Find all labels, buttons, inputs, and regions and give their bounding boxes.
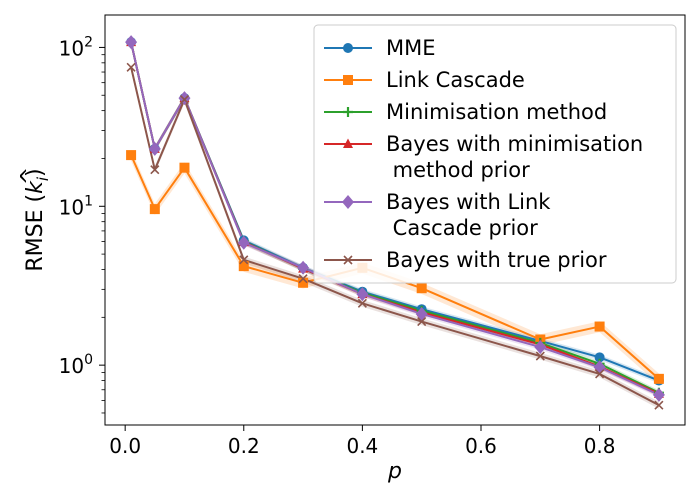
legend-entry-mme: MME xyxy=(324,36,436,60)
x-axis-label: p xyxy=(387,459,402,484)
legend-swatch-marker xyxy=(343,138,353,148)
point-bayes-with-link-cascade-prior xyxy=(297,260,310,275)
x-tick-label: 0.8 xyxy=(584,434,616,458)
y-tick-label: 100 xyxy=(59,352,93,378)
band-link-cascade xyxy=(131,149,659,385)
y-axis-ticks: 100 101 102 xyxy=(59,34,105,414)
point-bayes-with-true-prior xyxy=(150,165,160,175)
point-bayes-with-link-cascade-prior xyxy=(652,387,665,402)
y-tick-label: 102 xyxy=(59,34,93,60)
point-link-cascade xyxy=(149,204,160,215)
point-bayes-with-true-prior xyxy=(417,317,427,327)
point-bayes-with-true-prior xyxy=(595,369,605,379)
legend-entry-bayes-with-true-prior: Bayes with true prior xyxy=(324,248,607,272)
point-bayes-with-link-cascade-prior xyxy=(148,141,161,156)
point-link-cascade xyxy=(594,321,605,332)
point-bayes-with-link-cascade-prior xyxy=(534,340,547,355)
legend-label: Bayes with true prior xyxy=(386,248,607,272)
legend-swatch-marker xyxy=(343,75,353,85)
point-bayes-with-link-cascade-prior xyxy=(356,287,369,302)
legend-entry-bayes-with-link-cascade-prior: Bayes with Link Cascade prior xyxy=(324,190,551,240)
point-link-cascade xyxy=(126,150,137,161)
point-bayes-with-true-prior xyxy=(535,351,545,361)
y-tick-label: 101 xyxy=(59,193,93,219)
axes-frame xyxy=(104,14,686,426)
legend-label: Link Cascade xyxy=(386,68,525,92)
point-link-cascade xyxy=(298,277,309,288)
legend-swatch-marker xyxy=(342,195,354,209)
legend-label: method prior xyxy=(386,158,530,182)
y-axis-label-main: RMSE ( xyxy=(23,194,48,272)
legend-label: Bayes with minimisation xyxy=(386,132,643,156)
x-tick-label: 0.0 xyxy=(109,434,141,458)
legend-label: Minimisation method xyxy=(386,100,607,124)
legend-swatch-marker xyxy=(343,255,353,265)
point-bayes-with-link-cascade-prior xyxy=(125,35,138,50)
y-axis-label-sub: i xyxy=(34,176,52,181)
x-axis-ticks: 0.0 0.2 0.4 0.6 0.8 xyxy=(109,425,616,458)
point-bayes-with-true-prior xyxy=(298,274,308,284)
point-bayes-with-true-prior xyxy=(654,400,664,410)
y-axis-label: RMSE (ki) xyxy=(23,168,52,271)
legend-box xyxy=(313,24,677,284)
y-axis-label-hat: ^ xyxy=(17,167,42,185)
legend-entry-bayes-with-minimisation-method-prior: Bayes with minimisation method prior xyxy=(324,132,643,182)
point-bayes-with-true-prior xyxy=(179,94,190,105)
point-bayes-with-link-cascade-prior xyxy=(237,235,250,250)
legend-label: Bayes with Link xyxy=(386,190,551,214)
x-tick-label: 0.2 xyxy=(228,434,260,458)
x-tick-label: 0.4 xyxy=(346,434,378,458)
x-tick-label: 0.6 xyxy=(465,434,497,458)
point-bayes-with-true-prior xyxy=(239,255,249,265)
line-bayes-with-true-prior xyxy=(130,67,660,407)
point-link-cascade xyxy=(238,261,249,272)
legend-entry-link-cascade: Link Cascade xyxy=(324,68,525,92)
y-axis-label-close: ) xyxy=(23,168,48,177)
legend-entry-minimisation-method: Minimisation method xyxy=(324,100,607,124)
point-bayes-with-true-prior xyxy=(357,298,367,308)
point-bayes-with-link-cascade-prior xyxy=(415,306,428,321)
legend-swatch-marker xyxy=(343,43,353,53)
point-mme xyxy=(594,352,605,363)
point-bayes-with-true-prior xyxy=(126,62,136,72)
legend: MME Link Cascade Minimisation method Bayes … xyxy=(313,24,677,284)
series-markers xyxy=(125,35,665,410)
legend-label: MME xyxy=(386,36,436,60)
point-link-cascade xyxy=(416,283,427,294)
y-axis-label-k: k xyxy=(23,180,48,194)
legend-swatch-marker xyxy=(343,107,353,117)
point-link-cascade xyxy=(179,162,190,173)
legend-label: Cascade prior xyxy=(386,216,538,240)
point-link-cascade xyxy=(653,373,664,384)
